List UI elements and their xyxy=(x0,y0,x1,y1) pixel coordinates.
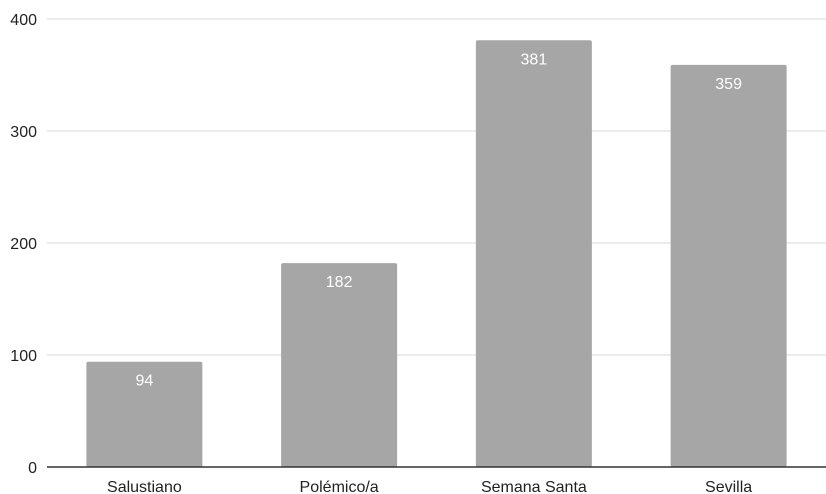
x-tick-label-semana-santa: Semana Santa xyxy=(481,479,587,494)
y-tick-label: 200 xyxy=(10,236,37,253)
bar-semana-santa xyxy=(475,40,592,467)
y-tick-label: 400 xyxy=(10,12,37,29)
y-axis-ticks: 0 100 200 300 400 xyxy=(10,12,37,477)
bar-sevilla xyxy=(670,64,787,468)
x-tick-label-salustiano: Salustiano xyxy=(107,479,182,494)
y-tick-label: 300 xyxy=(10,124,37,141)
bars xyxy=(86,40,787,468)
y-tick-label: 100 xyxy=(10,348,37,365)
data-label-salustiano: 94 xyxy=(135,373,153,390)
data-label-semana-santa: 381 xyxy=(521,51,548,68)
bar-pol-mico-a xyxy=(281,263,398,467)
bar-salustiano xyxy=(86,361,203,467)
data-label-pol-mico-a: 182 xyxy=(326,274,353,291)
x-axis-ticks: Salustiano Polémico/a Semana Santa Sevilla xyxy=(107,479,752,494)
data-label-sevilla: 359 xyxy=(715,76,742,93)
x-tick-label-sevilla: Sevilla xyxy=(705,479,752,494)
y-tick-label: 0 xyxy=(28,460,37,477)
data-labels: 94 182 381 359 xyxy=(135,51,742,389)
x-tick-label-pol-mico-a: Polémico/a xyxy=(300,479,379,494)
